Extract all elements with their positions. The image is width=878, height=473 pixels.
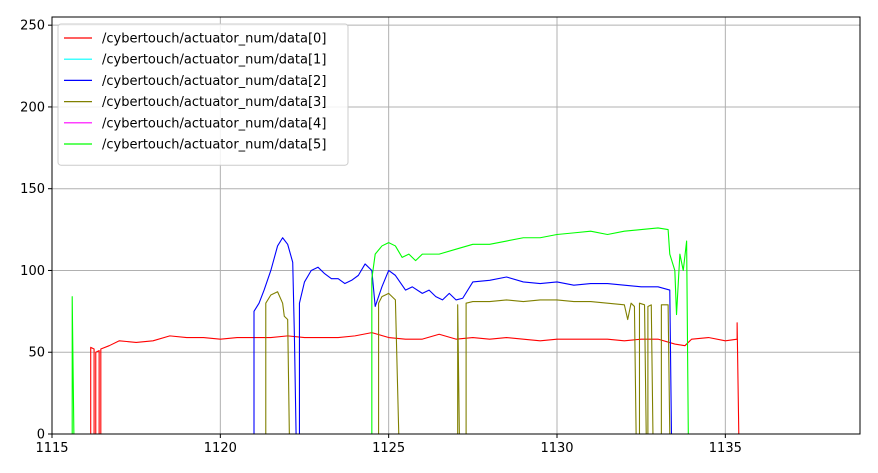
x-tick-label: 1135: [709, 441, 742, 456]
y-tick-label: 150: [20, 182, 45, 197]
legend-label: /cybertouch/actuator_num/data[2]: [102, 74, 326, 89]
x-tick-label: 1115: [35, 441, 68, 456]
x-tick-label: 1120: [204, 441, 237, 456]
legend-box: [57, 23, 349, 166]
plot-frame: [51, 16, 861, 435]
series-line-data-2: [52, 237, 860, 435]
legend-label: /cybertouch/actuator_num/data[3]: [102, 95, 326, 110]
y-tick-label: 250: [20, 19, 45, 34]
legend-label: /cybertouch/actuator_num/data[1]: [102, 53, 326, 68]
x-tick-label: 1130: [540, 441, 573, 456]
y-tick-label: 0: [37, 428, 45, 443]
grid-lines: [51, 17, 860, 435]
legend-label: /cybertouch/actuator_num/data[5]: [102, 138, 326, 153]
axis-ticks: 1115 1120 1125 1130 1135 0 50 100 150 200 250: [20, 19, 742, 456]
series-line-data-5: [52, 227, 860, 435]
series-line-data-3: [52, 291, 860, 435]
legend: /cybertouch/actuator_num/data[0] /cyberto…: [57, 23, 349, 166]
y-tick-label: 100: [20, 264, 45, 279]
legend-label: /cybertouch/actuator_num/data[4]: [102, 116, 326, 131]
legend-label: /cybertouch/actuator_num/data[0]: [102, 32, 326, 47]
y-tick-label: 50: [28, 346, 45, 361]
x-tick-label: 1125: [372, 441, 405, 456]
y-tick-label: 200: [20, 100, 45, 115]
